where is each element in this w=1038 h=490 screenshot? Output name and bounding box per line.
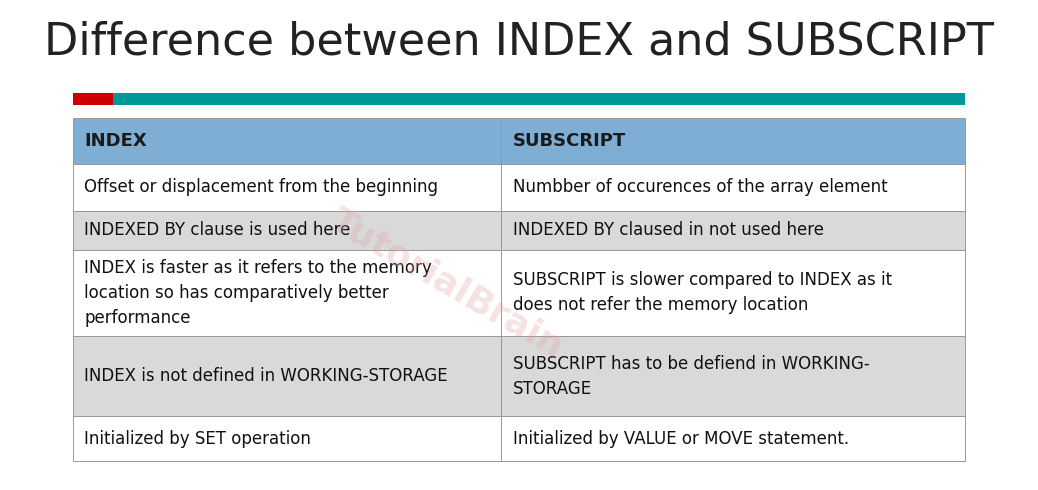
Bar (501, 250, 965, 336)
Bar (73, 118, 501, 164)
Text: Initialized by SET operation: Initialized by SET operation (84, 430, 311, 447)
Bar (73, 416, 501, 461)
Bar (501, 211, 965, 250)
Text: INDEX is not defined in WORKING-STORAGE: INDEX is not defined in WORKING-STORAGE (84, 367, 448, 385)
Bar (501, 164, 965, 211)
Bar (73, 164, 501, 211)
Text: Offset or displacement from the beginning: Offset or displacement from the beginnin… (84, 178, 438, 196)
Bar (501, 336, 965, 416)
Text: INDEX is faster as it refers to the memory
location so has comparatively better
: INDEX is faster as it refers to the memo… (84, 259, 432, 327)
Bar (73, 250, 501, 336)
Bar (73, 336, 501, 416)
Text: INDEXED BY clause is used here: INDEXED BY clause is used here (84, 221, 351, 239)
Text: Difference between INDEX and SUBSCRIPT: Difference between INDEX and SUBSCRIPT (44, 20, 994, 63)
Text: TutorialBrain: TutorialBrain (325, 204, 570, 365)
Text: SUBSCRIPT has to be defiend in WORKING-
STORAGE: SUBSCRIPT has to be defiend in WORKING- … (513, 355, 870, 397)
Text: SUBSCRIPT: SUBSCRIPT (513, 132, 626, 150)
Bar (73, 211, 501, 250)
Text: Initialized by VALUE or MOVE statement.: Initialized by VALUE or MOVE statement. (513, 430, 849, 447)
Text: INDEXED BY claused in not used here: INDEXED BY claused in not used here (513, 221, 824, 239)
Text: INDEX: INDEX (84, 132, 147, 150)
Text: SUBSCRIPT is slower compared to INDEX as it
does not refer the memory location: SUBSCRIPT is slower compared to INDEX as… (513, 271, 892, 314)
Bar (73, 93, 113, 105)
Bar (73, 93, 965, 105)
Bar (501, 118, 965, 164)
Bar (501, 416, 965, 461)
Text: Numbber of occurences of the array element: Numbber of occurences of the array eleme… (513, 178, 887, 196)
